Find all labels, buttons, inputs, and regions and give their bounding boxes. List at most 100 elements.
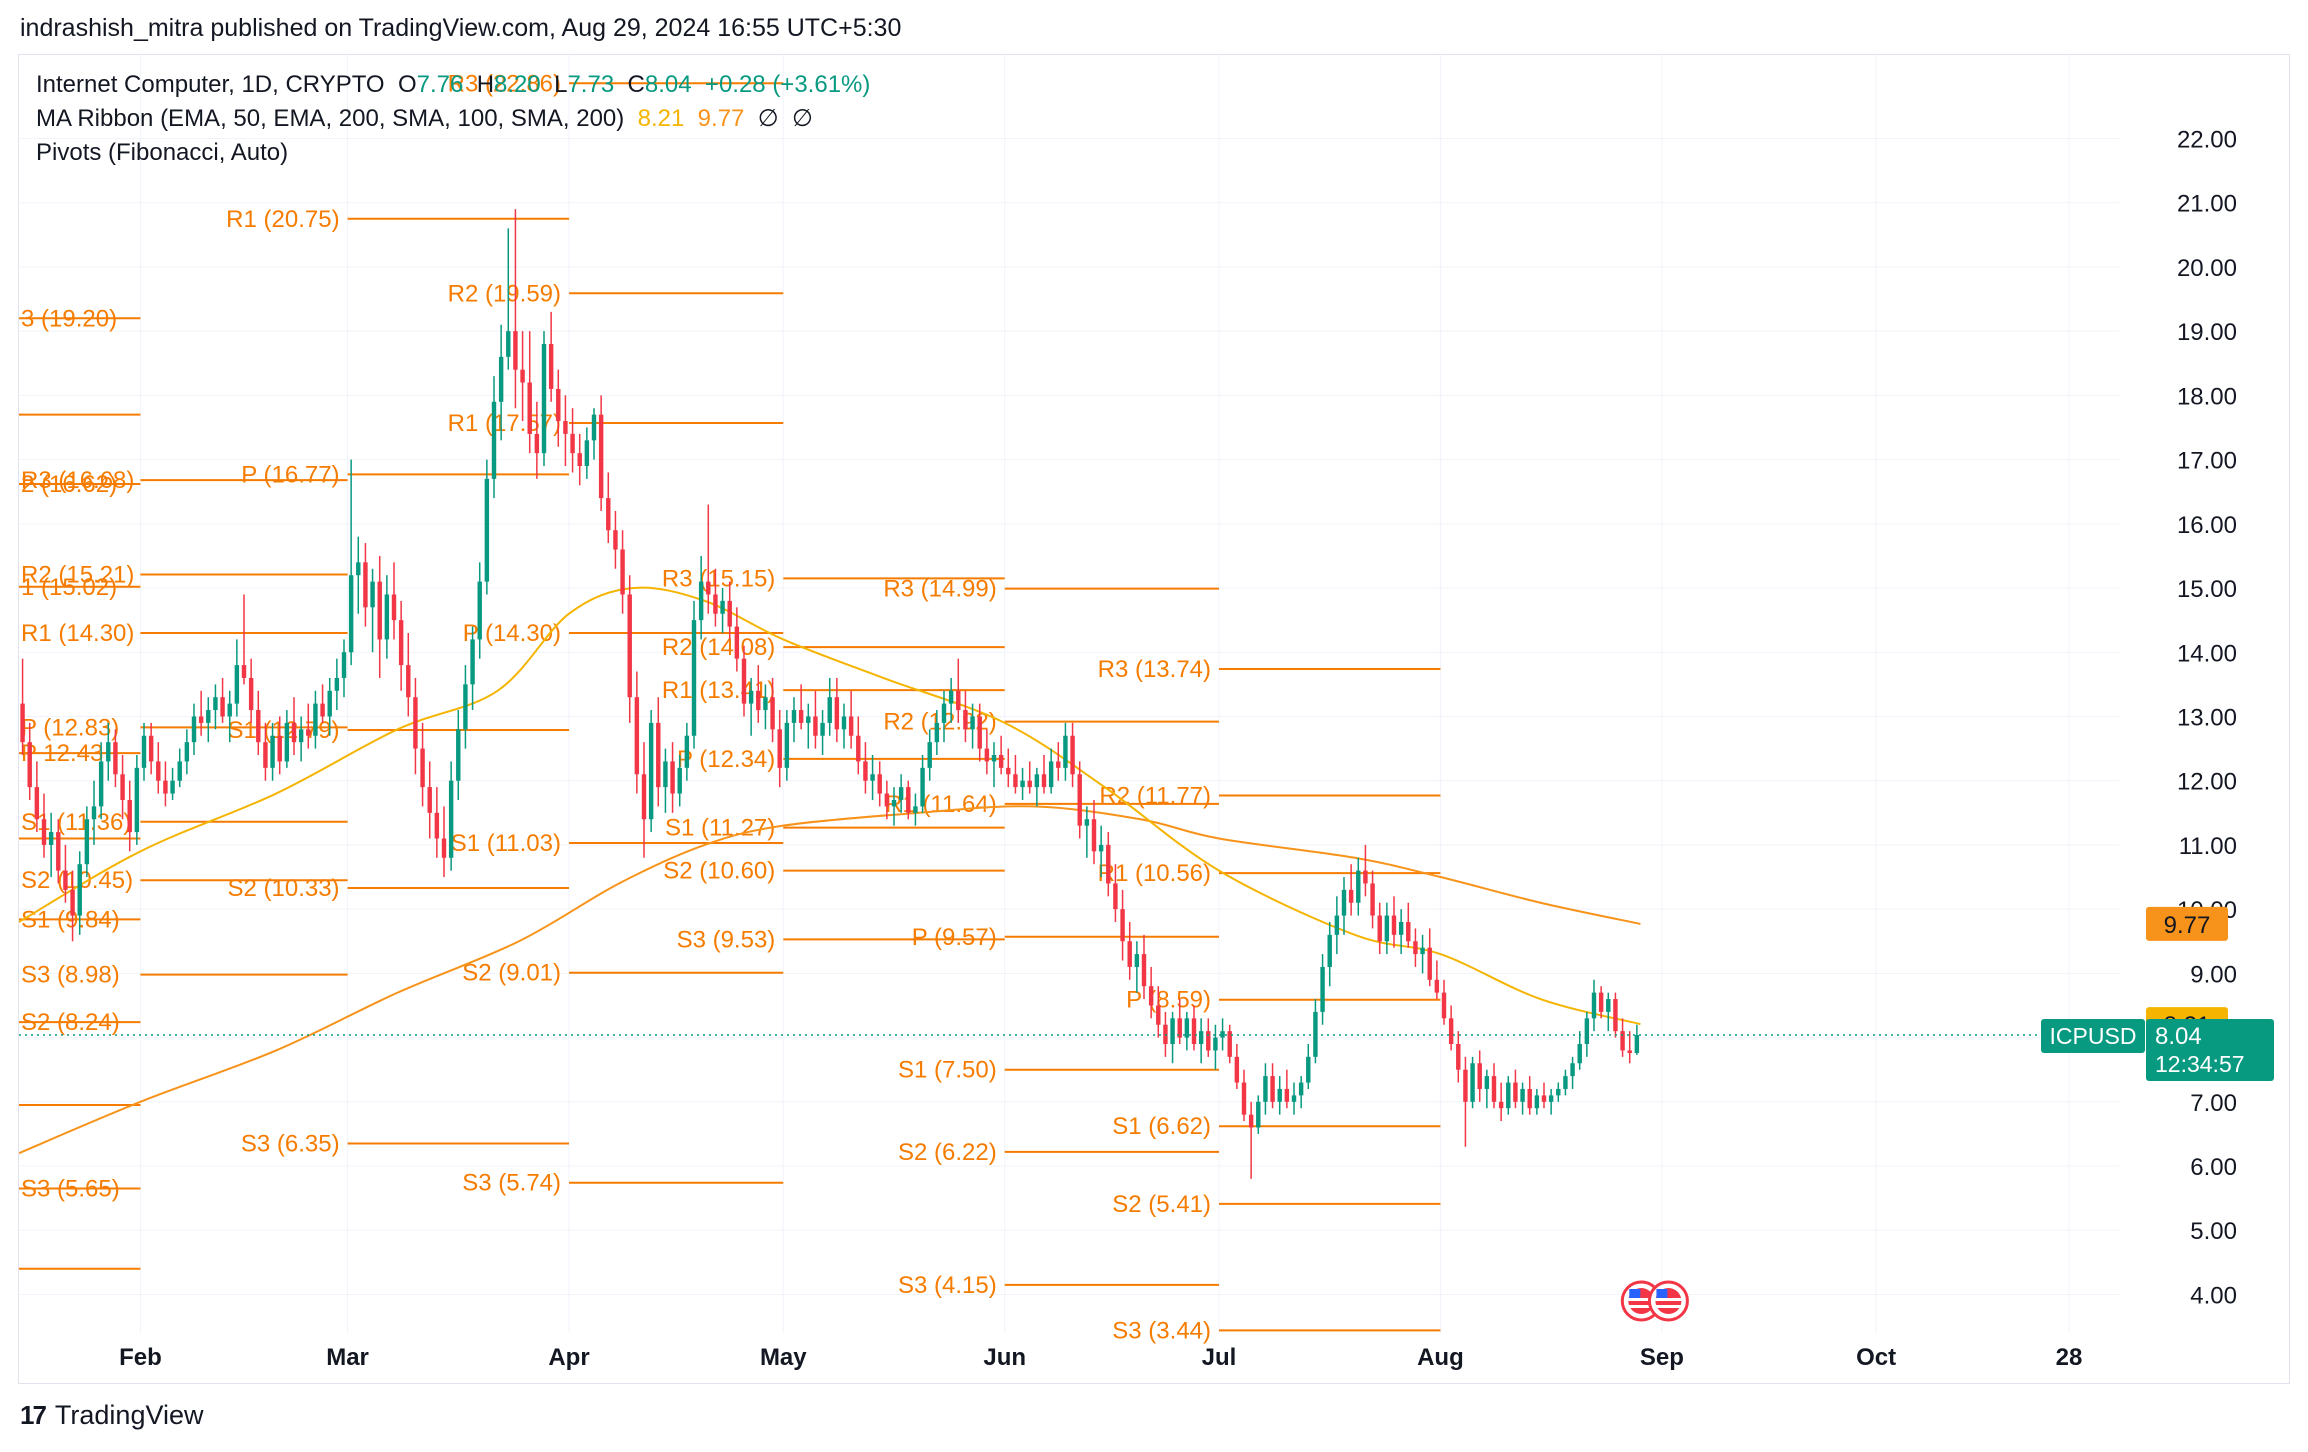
candle bbox=[491, 376, 497, 499]
candle-body bbox=[477, 581, 482, 640]
candle-body bbox=[463, 684, 468, 730]
candle bbox=[320, 684, 325, 723]
legend-ma-ribbon[interactable]: MA Ribbon (EMA, 50, EMA, 200, SMA, 100, … bbox=[36, 105, 625, 132]
candle bbox=[1213, 1024, 1218, 1070]
candle bbox=[1198, 1018, 1204, 1064]
candle bbox=[1448, 1005, 1454, 1051]
legend-symbol[interactable]: Internet Computer, 1D, CRYPTO bbox=[36, 71, 385, 98]
pivot-label: R1 (10.56) bbox=[1098, 860, 1211, 887]
candle bbox=[898, 774, 904, 813]
candle-body bbox=[763, 697, 768, 711]
pivot-label: S2 (10.60) bbox=[663, 858, 775, 885]
x-tick-label: Feb bbox=[119, 1344, 162, 1371]
candle bbox=[198, 690, 204, 736]
candle bbox=[263, 722, 268, 781]
tradingview-brand[interactable]: TradingView bbox=[54, 1400, 204, 1430]
flag-canton bbox=[1629, 1289, 1641, 1298]
y-tick-label: 6.00 bbox=[2190, 1154, 2237, 1181]
candle-body bbox=[491, 401, 497, 479]
candle bbox=[334, 658, 340, 711]
candle bbox=[1613, 992, 1618, 1038]
pivot-label: R2 (14.08) bbox=[662, 634, 775, 661]
x-tick-label: Oct bbox=[1856, 1344, 1896, 1371]
candle bbox=[1491, 1063, 1497, 1109]
candle bbox=[1306, 1044, 1311, 1089]
candle-body bbox=[470, 639, 475, 685]
footer: 17 TradingView bbox=[20, 1400, 204, 1431]
candle-body bbox=[1113, 883, 1118, 910]
candle bbox=[1084, 806, 1090, 858]
candle bbox=[456, 710, 461, 800]
candle bbox=[1620, 1018, 1625, 1057]
candle-body bbox=[1606, 999, 1611, 1012]
candle bbox=[1056, 742, 1061, 781]
candle bbox=[120, 755, 125, 820]
candle bbox=[1091, 799, 1097, 865]
candle-body bbox=[1034, 774, 1040, 788]
candle-body bbox=[498, 356, 504, 402]
candle-body bbox=[1470, 1063, 1475, 1102]
candle-body bbox=[77, 864, 82, 916]
candle-body bbox=[1356, 870, 1361, 903]
legend-ma-value-2: 9.77 bbox=[697, 105, 745, 132]
candle bbox=[1570, 1056, 1575, 1089]
candle bbox=[1541, 1082, 1547, 1109]
candle bbox=[141, 722, 147, 781]
candle-body bbox=[677, 767, 682, 794]
candle bbox=[534, 401, 540, 479]
candle-body bbox=[441, 838, 447, 858]
y-tick-label: 15.00 bbox=[2177, 576, 2237, 603]
candle bbox=[1413, 928, 1418, 967]
candle bbox=[77, 851, 82, 935]
y-tick-label: 20.00 bbox=[2177, 255, 2237, 282]
candle-body bbox=[63, 870, 68, 890]
candle-body bbox=[227, 703, 232, 717]
candle bbox=[1277, 1076, 1282, 1115]
candle bbox=[1120, 889, 1125, 961]
candle bbox=[1241, 1069, 1247, 1122]
candle bbox=[1441, 979, 1447, 1025]
candle bbox=[598, 395, 604, 511]
candle-body bbox=[1091, 819, 1097, 852]
us-flag-icon[interactable] bbox=[1647, 1280, 1689, 1322]
last-price-value: 8.04 bbox=[2155, 1023, 2202, 1050]
candle bbox=[591, 408, 597, 460]
candle-body bbox=[356, 562, 361, 576]
candle-body bbox=[320, 703, 325, 717]
pivot-label: P 12.43 bbox=[21, 740, 103, 767]
pivot-label: 3 (19.20) bbox=[21, 305, 117, 332]
candle-body bbox=[327, 690, 332, 717]
candle-body bbox=[791, 710, 797, 723]
candle-body bbox=[777, 729, 782, 768]
pivot-label: S3 (5.74) bbox=[462, 1170, 561, 1197]
candle bbox=[506, 228, 511, 370]
candle bbox=[906, 780, 911, 820]
candle bbox=[834, 677, 840, 743]
candle-body bbox=[1120, 909, 1125, 942]
candle bbox=[413, 677, 418, 775]
flag-stripe bbox=[1655, 1298, 1682, 1301]
candle-body bbox=[591, 414, 597, 441]
y-tick-label: 11.00 bbox=[2179, 833, 2237, 860]
candle bbox=[1427, 928, 1432, 987]
candle-body bbox=[191, 716, 197, 743]
candle bbox=[863, 742, 868, 794]
legend-pivots[interactable]: Pivots (Fibonacci, Auto) bbox=[36, 139, 289, 166]
candle-body bbox=[841, 716, 847, 730]
candle-body bbox=[448, 780, 454, 858]
candle-body bbox=[927, 742, 932, 768]
candle-body bbox=[313, 703, 318, 736]
candle bbox=[556, 369, 561, 447]
candle bbox=[1013, 755, 1018, 794]
y-tick-label: 9.00 bbox=[2190, 961, 2237, 988]
candle bbox=[841, 703, 847, 749]
candle bbox=[613, 510, 618, 569]
candle bbox=[1148, 966, 1154, 1019]
candle-body bbox=[1363, 870, 1368, 884]
candle bbox=[1170, 1011, 1175, 1064]
candle bbox=[877, 761, 882, 807]
candle-body bbox=[748, 690, 754, 704]
event-markers[interactable] bbox=[1620, 1280, 1689, 1322]
